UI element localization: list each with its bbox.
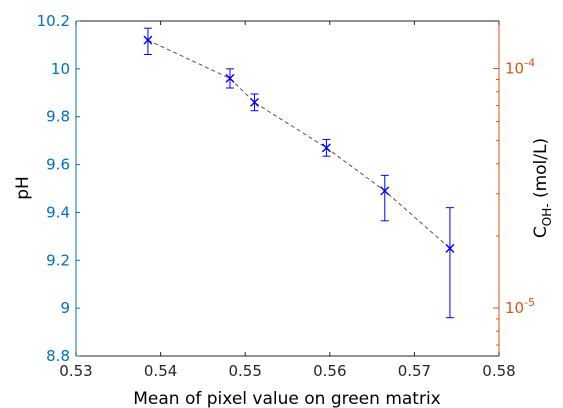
- x-tick-label: 0.58: [482, 362, 515, 380]
- data-point: [250, 97, 260, 107]
- fit-line: [147, 39, 451, 249]
- y-tick-label-right-exponent: -5: [524, 296, 535, 309]
- y-tick-label-left: 10.2: [37, 12, 70, 30]
- x-tick-label: 0.54: [144, 362, 177, 380]
- y-tick-label-left: 10: [51, 60, 70, 78]
- y-tick-label-left: 9.6: [46, 156, 70, 174]
- y-axis-title-right: COH- (mol/L): [531, 138, 554, 238]
- data-point: [445, 243, 455, 253]
- data-point-stroke: [250, 97, 260, 107]
- x-tick-label: 0.55: [228, 362, 261, 380]
- axes-group: [75, 20, 500, 357]
- data-point-stroke: [380, 186, 390, 196]
- data-point-group: [143, 35, 455, 253]
- y-tick-label-left: 9.8: [46, 108, 70, 126]
- data-point-stroke: [225, 73, 235, 83]
- errorbar-group: [143, 27, 454, 319]
- data-point: [321, 143, 331, 153]
- data-point: [143, 35, 153, 45]
- plot-area: [76, 21, 499, 356]
- y-axis-title-left: pH: [13, 176, 33, 200]
- y-axis-title-right-subscript: OH-: [540, 203, 554, 226]
- fit-line-group: [147, 39, 451, 249]
- data-point-stroke: [143, 35, 153, 45]
- y-tick-label-right-base: 10: [505, 299, 524, 317]
- y-tick-label-right: 10-4: [505, 57, 535, 78]
- y-axis-title-right-unit: (mol/L): [531, 138, 551, 204]
- x-tick-label: 0.53: [59, 362, 92, 380]
- x-tick-label: 0.56: [313, 362, 346, 380]
- x-axis-title: Mean of pixel value on green matrix: [133, 389, 441, 408]
- data-point: [380, 186, 390, 196]
- y-tick-label-right: 10-5: [505, 296, 535, 317]
- data-point-stroke: [445, 243, 455, 253]
- y-tick-label-left: 8.8: [46, 347, 70, 365]
- y-tick-label-left: 9: [60, 299, 70, 317]
- data-point-stroke: [321, 143, 331, 153]
- x-tick-label: 0.57: [398, 362, 431, 380]
- y-tick-label-right-base: 10: [505, 60, 524, 78]
- data-point: [225, 73, 235, 83]
- y-tick-label-right-exponent: -4: [524, 57, 535, 70]
- y-axis-title-right-base: C: [531, 226, 551, 238]
- y-tick-label-left: 9.2: [46, 251, 70, 269]
- y-tick-label-left: 9.4: [46, 203, 70, 221]
- tick-label-group: 0.53 0.54 0.55 0.56 0.57 0.58 8.8 9 9.2 9.4 9.6 9.8…: [37, 12, 535, 380]
